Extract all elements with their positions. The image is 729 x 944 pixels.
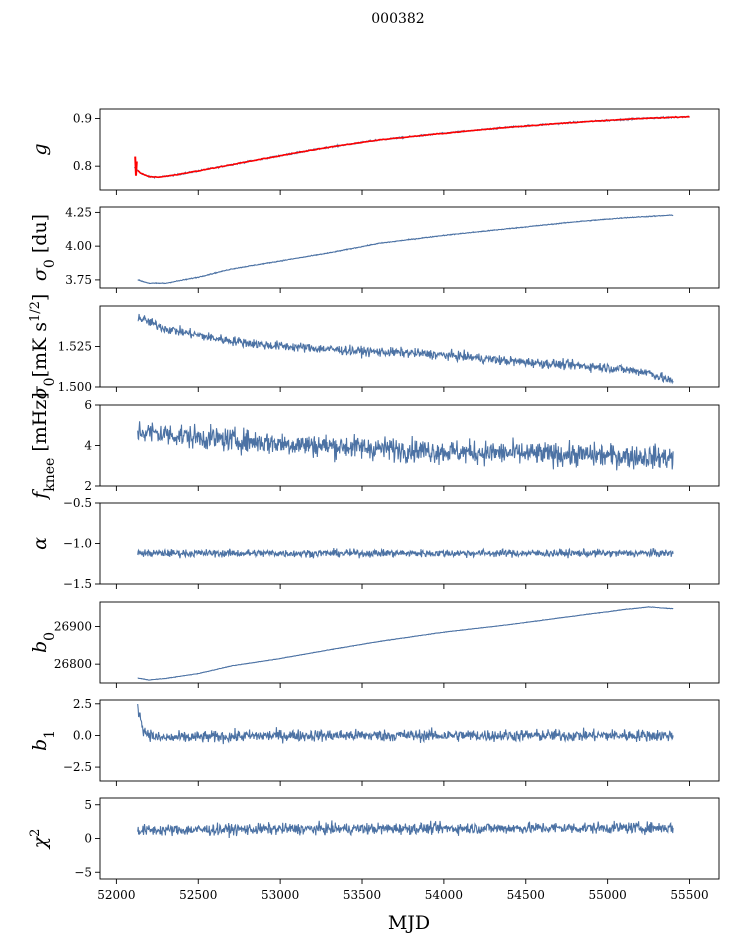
y-tick-label: 26800 [54, 657, 92, 671]
y-axis-label-g: g [29, 143, 51, 155]
y-tick-label: 26900 [54, 619, 92, 633]
series-line-alpha [137, 547, 674, 559]
x-tick-label: 54500 [507, 888, 545, 902]
panels: 0.8 0.9 g 3.75 4.00 4.25 σ0 [du] 1.500 1.525σ0[m… [28, 108, 720, 902]
y-axis-label-b0: b0 [29, 632, 58, 653]
y-axis-label-sigma0_mK: σ0[mK s1/2] [28, 294, 59, 400]
x-tick-label: 55000 [589, 888, 627, 902]
panel-chi2: 52000 52500 53000 53500 54000 54500 55000 55500… [28, 797, 720, 902]
series-line-b1 [137, 703, 674, 745]
figure-title: 000382 [371, 11, 424, 27]
panel-b1: −2.5 0.0 2.5 b1 [29, 697, 720, 786]
y-tick-label: 2.5 [73, 697, 92, 711]
panel-alpha: −1.5 −1.0 −0.5 α [29, 496, 720, 591]
series-line-b0 [137, 606, 674, 681]
axes-frame-sigma0_du [99, 206, 720, 289]
axes-frame-b0 [99, 601, 720, 684]
y-tick-label: −0.5 [63, 496, 92, 510]
y-tick-label: 0.0 [73, 728, 92, 742]
y-tick-label: 0.9 [73, 112, 92, 126]
y-tick-label: 5 [84, 798, 92, 812]
overlay-line-g [137, 115, 690, 178]
series-line-chi2 [137, 820, 674, 839]
y-tick-label: 4.25 [65, 205, 92, 219]
y-axis-label-b1: b1 [29, 730, 58, 751]
series-line-fknee [137, 421, 674, 471]
y-tick-label: −5 [74, 865, 92, 879]
x-tick-label: 52500 [179, 888, 217, 902]
y-tick-label: 2 [84, 479, 92, 493]
y-tick-label: 4 [84, 439, 92, 453]
y-tick-label: 4.00 [65, 239, 92, 253]
y-axis-label-alpha: α [29, 537, 51, 550]
y-tick-label: 0 [84, 832, 92, 846]
x-tick-label: 54000 [425, 888, 463, 902]
x-tick-label: 55500 [670, 888, 708, 902]
y-tick-label: 1.500 [58, 380, 92, 394]
y-tick-label: 6 [84, 398, 92, 412]
axes-frame-alpha [99, 502, 720, 585]
axes-frame-b1 [99, 699, 720, 782]
y-tick-label: −1.5 [63, 577, 92, 591]
y-tick-label: 3.75 [65, 273, 92, 287]
series-line-sigma0_du [137, 214, 674, 285]
overlay-spike-g [134, 156, 138, 176]
axes-frame-chi2 [99, 797, 720, 880]
x-tick-label: 53500 [343, 888, 381, 902]
series-line-sigma0_mK [137, 313, 674, 385]
axes-frame-sigma0_mK [99, 305, 720, 388]
panel-g: 0.8 0.9 g [29, 108, 720, 195]
panel-fknee: 2 4 6 fknee [mHz] [29, 392, 720, 501]
x-tick-label: 52000 [97, 888, 135, 902]
y-tick-label: 1.525 [58, 340, 92, 354]
y-axis-label-chi2: χ2 [28, 829, 52, 851]
x-tick-label: 53000 [261, 888, 299, 902]
axes-frame-g [99, 108, 720, 191]
y-tick-label: −1.0 [63, 537, 92, 551]
y-tick-label: −2.5 [63, 760, 92, 774]
y-axis-label-fknee: fknee [mHz] [29, 392, 58, 501]
y-axis-label-sigma0_du: σ0 [du] [29, 214, 58, 281]
x-axis-label: MJD [388, 912, 430, 934]
series-line-g [133, 115, 690, 179]
panel-sigma0_du: 3.75 4.00 4.25 σ0 [du] [29, 205, 720, 293]
y-tick-label: 0.8 [73, 159, 92, 173]
